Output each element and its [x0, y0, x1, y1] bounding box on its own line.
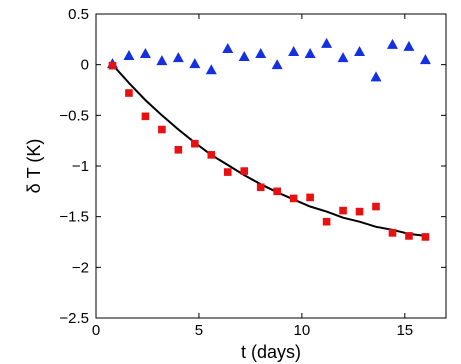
square-data-point: [355, 207, 364, 216]
x-axis-ticks: 0 5 10 15: [92, 14, 413, 339]
square-data-point: [289, 194, 298, 203]
markers-layer: [106, 37, 431, 241]
square-data-point: [141, 112, 150, 121]
triangle-data-point: [205, 64, 217, 75]
triangle-data-point: [255, 48, 267, 59]
fit-curve-layer: [111, 64, 426, 237]
triangle-data-point: [386, 38, 398, 49]
square-data-point: [191, 139, 199, 148]
y-tick-label: −0.5: [59, 107, 89, 124]
triangle-data-point: [419, 54, 431, 65]
square-data-point: [108, 61, 117, 70]
fit-curve-line: [111, 64, 426, 237]
square-data-point: [322, 217, 331, 226]
x-tick-label: 15: [396, 322, 413, 339]
square-data-point: [240, 167, 249, 175]
square-data-point: [207, 151, 216, 159]
y-tick-label: −1: [72, 158, 89, 175]
triangle-data-point: [271, 59, 283, 70]
triangle-data-point: [238, 51, 250, 62]
square-data-point: [223, 168, 232, 176]
triangle-data-point: [172, 52, 184, 63]
plot-frame: [95, 13, 447, 319]
triangle-data-point: [288, 45, 300, 56]
triangle-data-point: [156, 55, 168, 66]
y-tick-label: 0.5: [68, 6, 89, 23]
x-tick-label: 0: [92, 322, 100, 339]
square-data-point: [405, 232, 413, 240]
x-tick-label: 10: [294, 322, 311, 339]
y-axis-ticks: 0.5 0 −0.5 −1 −1.5 −2 −2.5: [59, 6, 446, 327]
y-tick-label: −2.5: [59, 310, 89, 327]
square-data-point: [339, 206, 347, 215]
triangle-data-point: [354, 45, 366, 56]
square-data-point: [388, 229, 397, 237]
square-data-point: [158, 125, 166, 134]
square-data-point: [306, 193, 314, 202]
triangle-data-point: [337, 52, 349, 63]
square-data-point: [256, 183, 265, 192]
square-data-point: [421, 233, 430, 241]
y-tick-label: −2: [72, 259, 89, 276]
x-tick-label: 5: [195, 322, 203, 339]
y-tick-label: −1.5: [59, 209, 89, 226]
triangle-data-point: [370, 71, 382, 82]
square-data-point: [372, 202, 380, 211]
triangle-data-point: [403, 40, 415, 51]
triangle-data-point: [304, 48, 316, 59]
triangle-data-point: [222, 42, 234, 53]
triangle-data-point: [139, 48, 151, 59]
y-axis-label: δ T (K): [24, 139, 44, 194]
triangle-data-point: [123, 50, 135, 61]
triangle-data-point: [321, 37, 333, 48]
triangle-data-point: [189, 58, 201, 69]
y-tick-label: 0: [81, 57, 89, 74]
square-data-point: [125, 89, 133, 97]
square-data-point: [174, 145, 183, 154]
square-data-point: [273, 187, 281, 196]
x-axis-label: t (days): [241, 342, 301, 362]
